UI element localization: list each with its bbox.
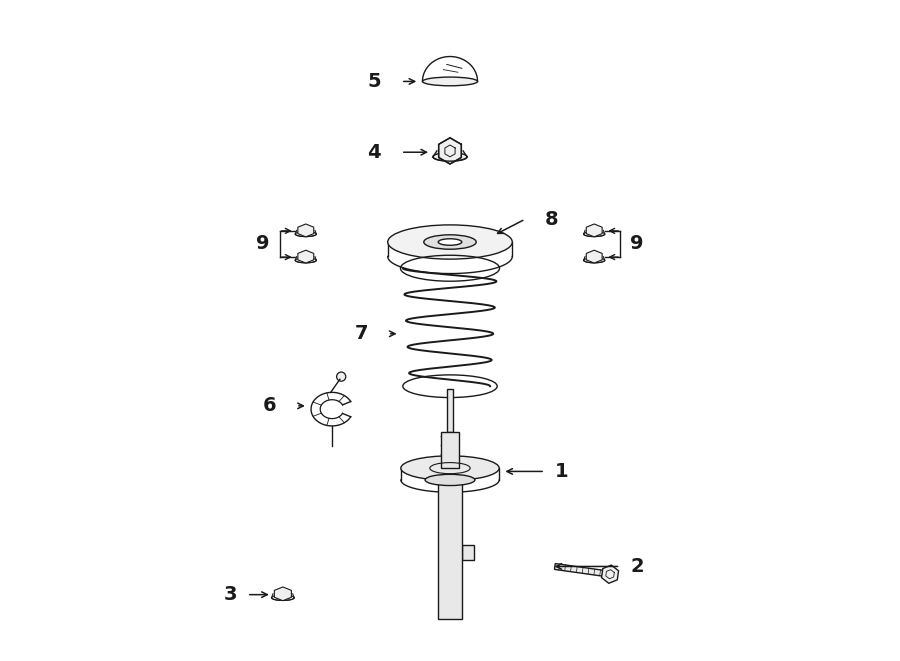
Text: 1: 1: [555, 462, 569, 481]
Polygon shape: [274, 587, 292, 601]
Ellipse shape: [438, 239, 462, 245]
Text: 9: 9: [256, 235, 270, 253]
FancyBboxPatch shape: [441, 432, 459, 468]
Ellipse shape: [424, 235, 476, 249]
Ellipse shape: [388, 225, 512, 259]
FancyBboxPatch shape: [446, 389, 454, 432]
Text: 6: 6: [263, 397, 276, 415]
FancyBboxPatch shape: [463, 545, 474, 560]
Text: 8: 8: [545, 210, 559, 229]
Polygon shape: [601, 565, 618, 583]
Ellipse shape: [422, 77, 478, 86]
Ellipse shape: [295, 231, 317, 237]
Text: 3: 3: [223, 585, 237, 604]
FancyBboxPatch shape: [437, 480, 463, 619]
Polygon shape: [438, 137, 462, 164]
Text: 9: 9: [630, 235, 644, 253]
Text: 5: 5: [367, 72, 382, 91]
Ellipse shape: [583, 258, 605, 263]
Polygon shape: [586, 224, 602, 237]
Ellipse shape: [583, 231, 605, 237]
Ellipse shape: [272, 595, 294, 600]
Polygon shape: [554, 564, 610, 577]
Ellipse shape: [295, 258, 317, 263]
Ellipse shape: [433, 153, 467, 161]
Circle shape: [337, 372, 346, 381]
Ellipse shape: [425, 475, 475, 486]
Text: 4: 4: [367, 143, 382, 162]
Polygon shape: [298, 224, 314, 237]
Text: 2: 2: [630, 557, 644, 576]
Ellipse shape: [400, 456, 500, 481]
Polygon shape: [298, 251, 314, 263]
Text: 7: 7: [355, 325, 368, 343]
Polygon shape: [586, 251, 602, 263]
